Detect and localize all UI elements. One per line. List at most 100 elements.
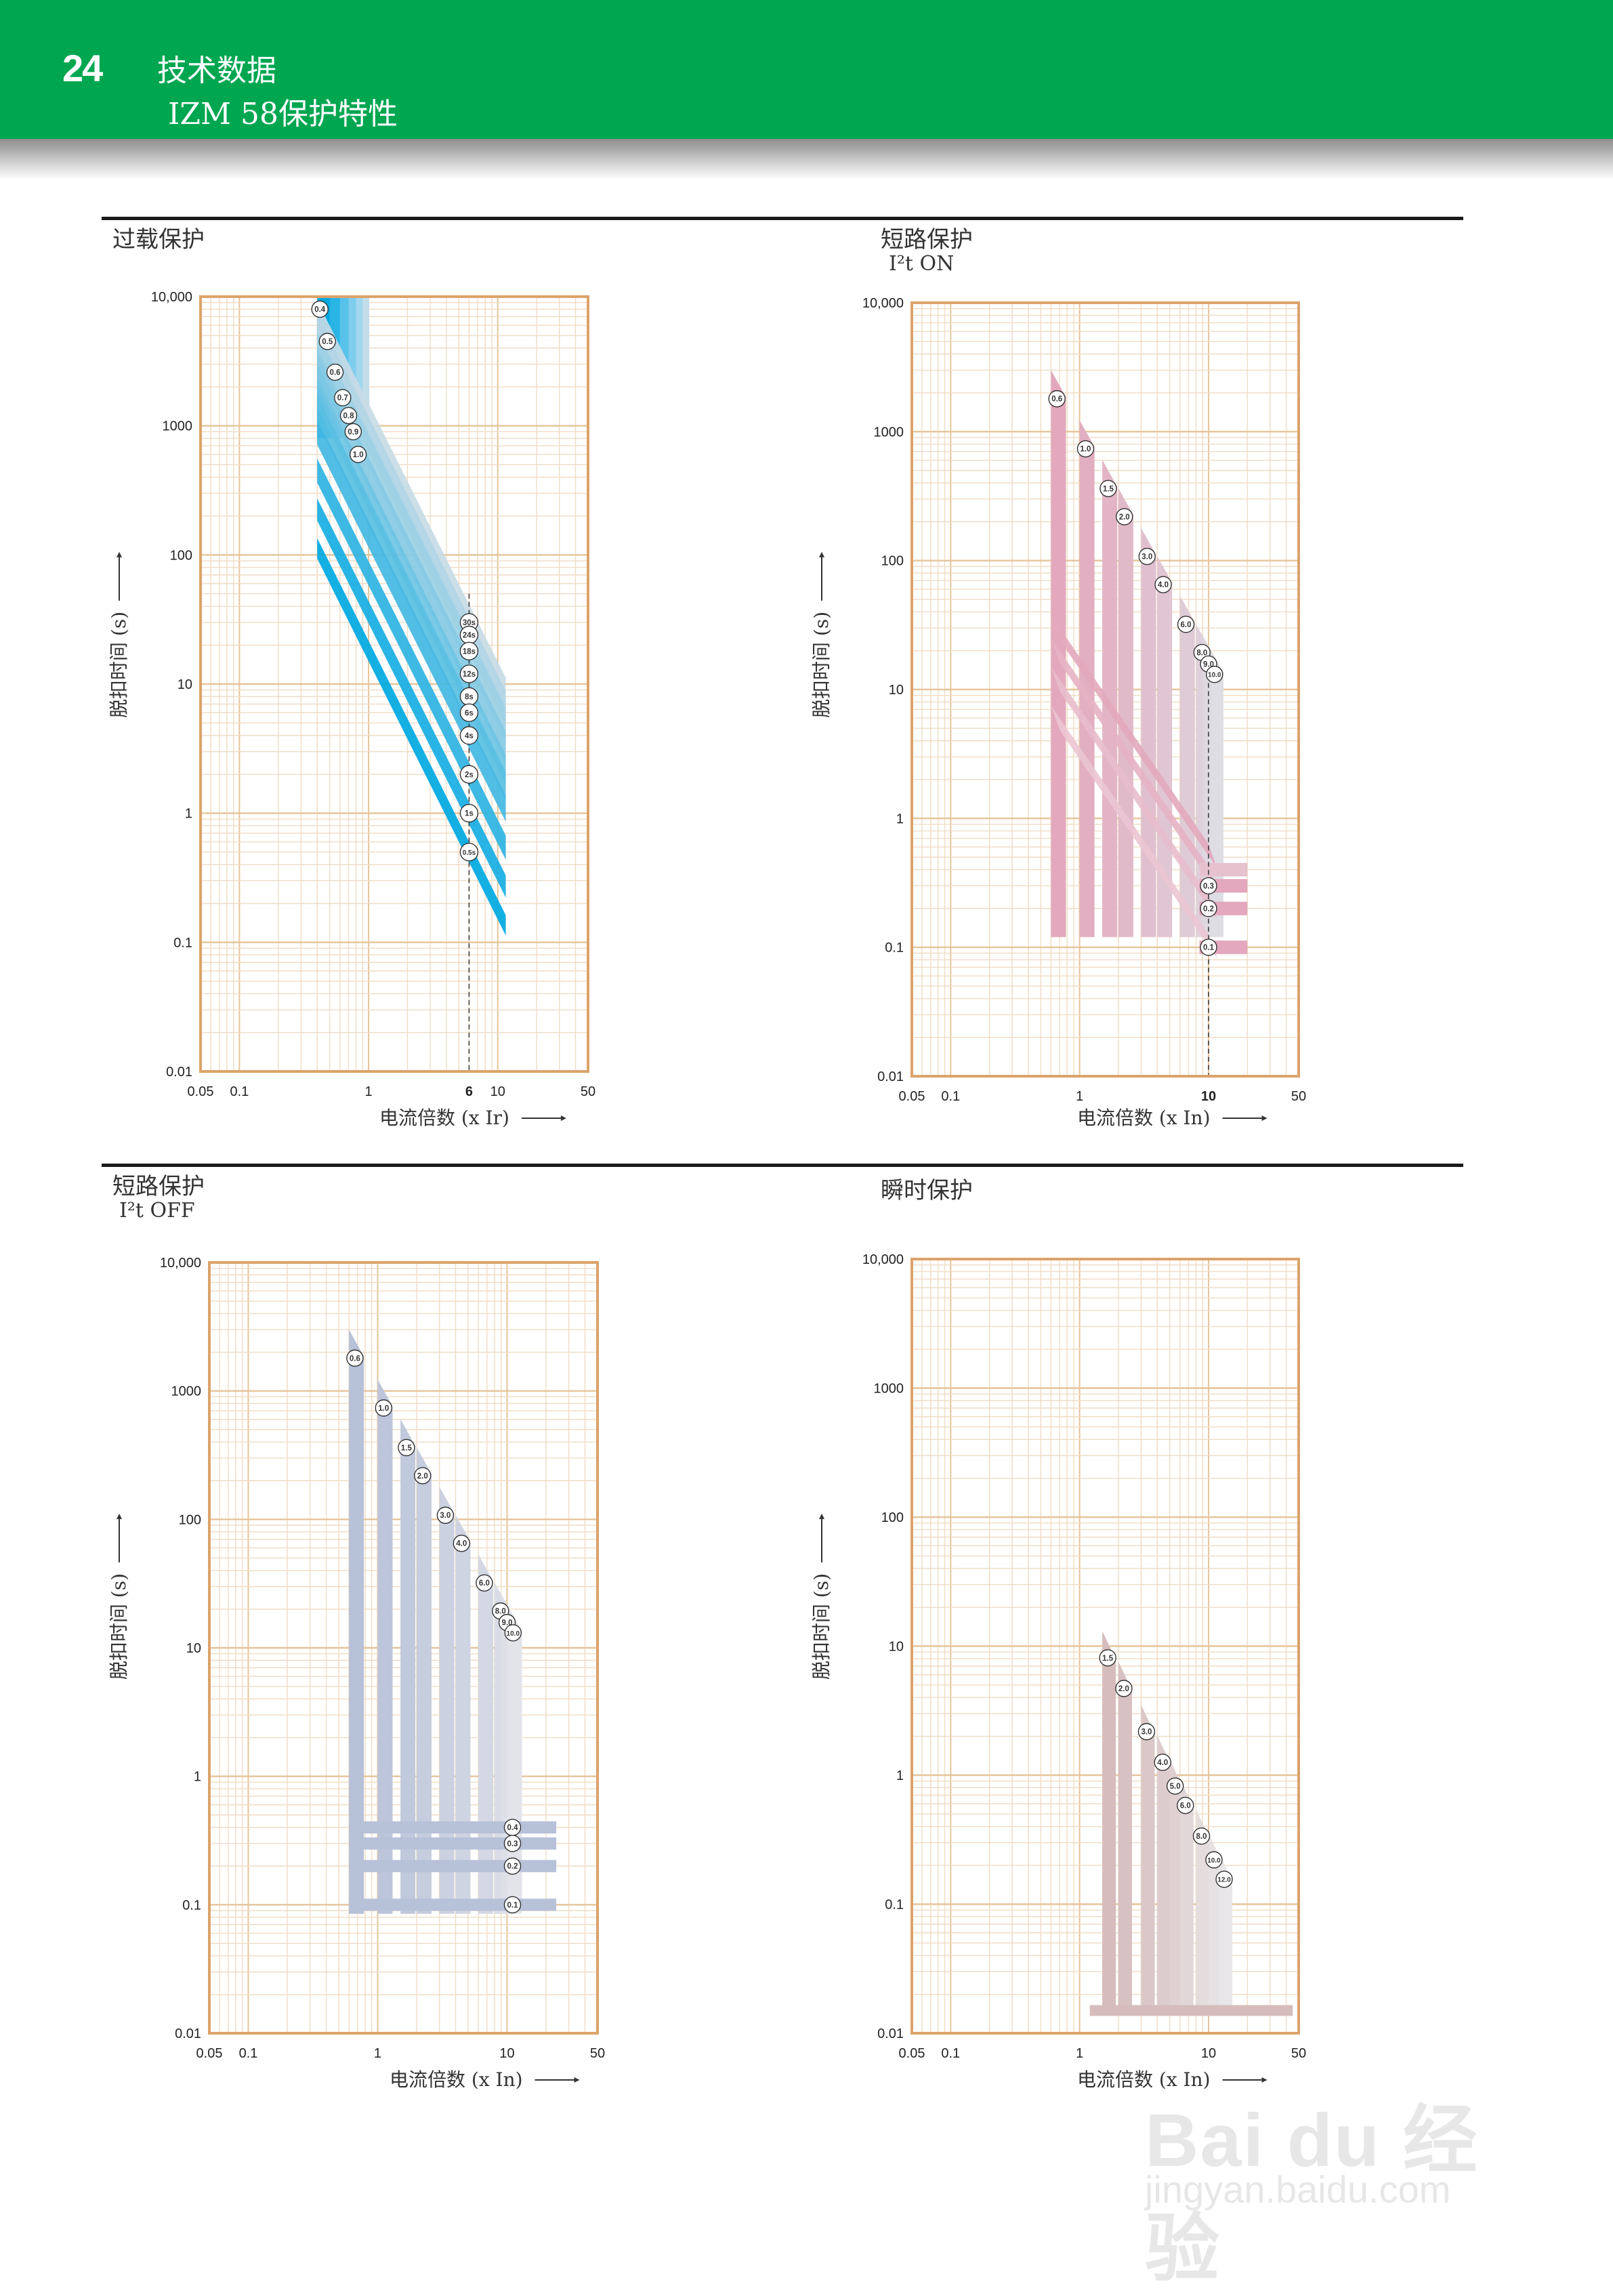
- setting-badge: 0.2: [1200, 899, 1217, 918]
- y-tick-label: 10: [889, 1640, 904, 1655]
- setting-badge: 0.6: [1048, 390, 1066, 408]
- setting-badge: 1.0: [375, 1399, 392, 1417]
- chart-short-off: 0.05 0.1 1 10 50 0.01 0.1 1 10 100 1000 10,000 电流倍数 …: [108, 1256, 605, 2091]
- pickup-band-1.0: [377, 1379, 393, 1914]
- badge-circle: [1200, 877, 1217, 895]
- badge-circle: [318, 333, 336, 350]
- y-tick-label: 1: [896, 811, 904, 826]
- setting-badge: 3.0: [1137, 1723, 1156, 1741]
- watermark-url: jingyan.baidu.com: [1145, 2168, 1451, 2211]
- i2t-curve-band: [1051, 666, 1217, 920]
- setting-badge: 2.0: [1115, 1680, 1133, 1697]
- badge-label: 6s: [465, 709, 474, 717]
- y-tick-label: 0.01: [877, 2026, 904, 2041]
- y-tick-label: 1000: [163, 419, 193, 434]
- badge-circle: [1138, 547, 1156, 566]
- badge-circle: [1215, 1870, 1233, 1888]
- setting-badge: 0.3: [1200, 877, 1217, 895]
- chart-short-on: 0.05 0.1 1 10 50 0.01 0.1 1 10 100 1000 10,000 电流倍数 …: [810, 296, 1306, 1129]
- badge-circle: [414, 1467, 432, 1485]
- badge-circle: [1099, 480, 1117, 497]
- badge-label: 4.0: [456, 1540, 467, 1548]
- badge-label: 1.0: [378, 1405, 389, 1413]
- y-axis-arrowhead-icon: [117, 551, 122, 557]
- badge-label: 1.5: [401, 1444, 413, 1452]
- section-divider-top: [102, 217, 1463, 220]
- page-number: 24: [62, 47, 103, 89]
- x-tick-label: 10: [490, 1084, 505, 1099]
- x-tick-label: 10: [1201, 1089, 1216, 1104]
- badge-label: 10.0: [1208, 672, 1221, 679]
- chart-overload: 0.05 0.1 1 6 10 50 0.01 0.1 1 10 100 1000 10,000 电流倍数…: [108, 290, 595, 1129]
- setting-badge: 1.5: [398, 1439, 415, 1457]
- time-band-8s: [317, 297, 506, 785]
- pickup-band-0.6: [349, 1330, 364, 1914]
- badge-label: 0.3: [1203, 883, 1214, 891]
- y-axis-label-group: 脱扣时间 (s): [108, 1513, 130, 1680]
- setting-badge: 0.1: [503, 1896, 522, 1914]
- delay-band: [349, 1837, 557, 1850]
- delay-band: [1199, 863, 1248, 877]
- badge-label: 1.5: [1103, 485, 1114, 493]
- badge-circle: [453, 1535, 470, 1552]
- y-tick-label: 0.1: [885, 941, 904, 956]
- badge-label: 2.0: [1118, 1685, 1129, 1693]
- setting-badge: 0.4: [311, 300, 329, 318]
- badge-label: 10.0: [1207, 1857, 1221, 1865]
- badge-circle: [1205, 1851, 1223, 1869]
- badge-label: 0.4: [507, 1824, 518, 1832]
- x-axis-arrowhead-icon: [574, 2077, 580, 2083]
- setting-badge: 0.6: [346, 1349, 364, 1367]
- delay-band: [349, 1898, 557, 1911]
- ir-setting-column: [362, 297, 370, 439]
- setting-badge: 4s: [459, 726, 479, 745]
- y-tick-label: 10: [186, 1641, 201, 1656]
- setting-badge: 10.0: [504, 1624, 522, 1642]
- plot-frame: [910, 1258, 1300, 2035]
- setting-badge: 12s: [459, 664, 479, 683]
- badge-label: 3.0: [1141, 553, 1152, 561]
- badge-label: 0.6: [330, 369, 341, 377]
- x-tick-label: 1: [374, 2046, 381, 2061]
- setting-badge: 3.0: [436, 1506, 455, 1524]
- y-tick-label: 0.01: [166, 1065, 192, 1080]
- badge-label: 2s: [465, 771, 474, 779]
- badge-circle: [334, 389, 352, 406]
- time-band-6s: [317, 297, 506, 801]
- setting-badge: 5.0: [1166, 1777, 1184, 1795]
- y-tick-label: 10,000: [151, 290, 192, 305]
- section-title-overload: 过载保护: [112, 226, 205, 253]
- badge-label: 0.9: [348, 428, 358, 436]
- x-tick-label: 0.05: [899, 2046, 925, 2061]
- x-tick-label: 0.05: [899, 1089, 925, 1104]
- badge-label: 1.5: [1102, 1655, 1114, 1663]
- section-subtitle-short-off: I²t OFF: [119, 1199, 195, 1223]
- pickup-band-1.5: [400, 1419, 416, 1914]
- badge-circle: [375, 1399, 392, 1417]
- y-tick-label: 10: [177, 677, 192, 692]
- y-axis-arrowhead-icon: [819, 551, 824, 557]
- section-divider-middle: [102, 1164, 1463, 1167]
- badge-circle: [349, 446, 367, 463]
- badge-label: 2.0: [1119, 513, 1130, 522]
- y-tick-label: 100: [170, 548, 192, 563]
- setting-badge: 6s: [459, 703, 479, 722]
- y-tick-label: 0.1: [173, 935, 192, 950]
- y-axis-label: 脱扣时间 (s): [108, 612, 130, 718]
- setting-badge: 0.1: [1200, 938, 1217, 956]
- watermark-brand: Bai du 经验: [1145, 2099, 1479, 2291]
- setting-badge: 4.0: [453, 1535, 470, 1552]
- x-tick-label: 0.1: [230, 1084, 249, 1099]
- badge-circle: [1154, 576, 1172, 593]
- y-axis-arrowhead-icon: [819, 1513, 824, 1519]
- badge-label: 8.0: [1196, 1833, 1207, 1841]
- section-title-instant: 瞬时保护: [881, 1177, 973, 1204]
- badge-label: 18s: [463, 647, 476, 656]
- badge-label: 8s: [465, 693, 474, 701]
- y-tick-label: 100: [881, 554, 904, 569]
- y-tick-label: 1: [185, 807, 192, 822]
- badge-label: 0.4: [314, 305, 326, 314]
- badge-circle: [344, 423, 362, 441]
- x-tick-label: 1: [1076, 2046, 1083, 2061]
